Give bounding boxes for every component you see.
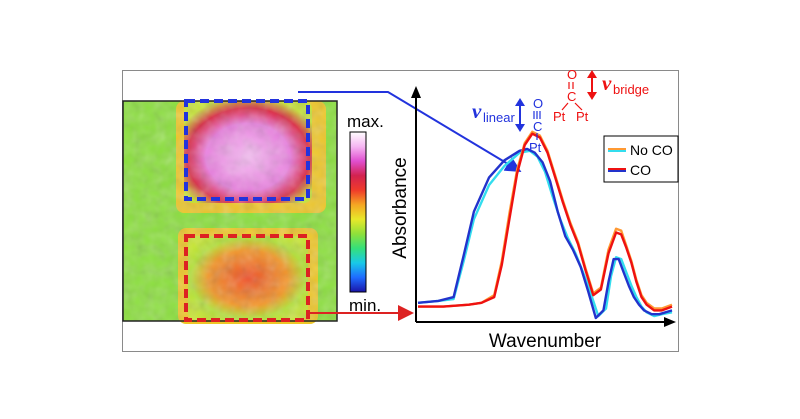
triple-bond-icon	[533, 111, 541, 119]
colorbar-fill	[349, 131, 367, 293]
legend-label-0: No CO	[630, 142, 673, 158]
heatmap-noise	[123, 101, 337, 321]
colorbar-min-label: min.	[349, 296, 381, 315]
annotation-bridge-atom-mid: C	[567, 89, 576, 104]
legend-entries: No CO CO	[608, 142, 673, 178]
double-arrow-icon	[587, 70, 597, 100]
annotation-bridge-atom-right: Pt	[576, 109, 589, 124]
connector-arrows	[298, 91, 522, 321]
connector-linear	[298, 91, 522, 173]
annotation-bridge-nu: v	[602, 71, 612, 95]
x-axis-arrowhead	[664, 317, 676, 327]
region-box-bridge	[184, 234, 310, 322]
x-axis-label: Wavenumber	[489, 331, 602, 352]
annotation-linear-atom-bottom: Pt	[529, 140, 542, 155]
annotation-linear-sub: linear	[483, 110, 515, 125]
annotation-bridge: O C Pt Pt v bridge	[553, 67, 649, 124]
double-bond-icon	[568, 82, 574, 89]
colorbar: max. min.	[347, 112, 384, 315]
y-axis-label: Absorbance	[390, 157, 411, 258]
legend-label-1: CO	[630, 162, 651, 178]
annotation-bridge-atom-left: Pt	[553, 109, 566, 124]
region-box-linear	[184, 99, 310, 201]
y-axis-arrowhead	[411, 86, 421, 98]
annotation-linear: v linear O C Pt	[472, 96, 543, 155]
series-layer	[417, 130, 673, 320]
annotation-bridge-atom-top: O	[567, 67, 577, 82]
colorbar-max-label: max.	[347, 112, 384, 131]
series-line-1	[417, 147, 673, 320]
bridge-bonds-icon	[561, 102, 583, 111]
legend: No CO CO	[603, 135, 679, 183]
legend-box	[603, 135, 679, 183]
double-arrow-icon	[515, 98, 525, 132]
annotation-linear-atom-top: O	[533, 96, 543, 111]
annotation-linear-nu: v	[472, 99, 482, 123]
heatmap-panel	[122, 99, 338, 324]
annotation-linear-atom-mid: C	[533, 119, 542, 134]
annotation-bridge-sub: bridge	[613, 82, 649, 97]
series-line-3	[418, 132, 673, 312]
